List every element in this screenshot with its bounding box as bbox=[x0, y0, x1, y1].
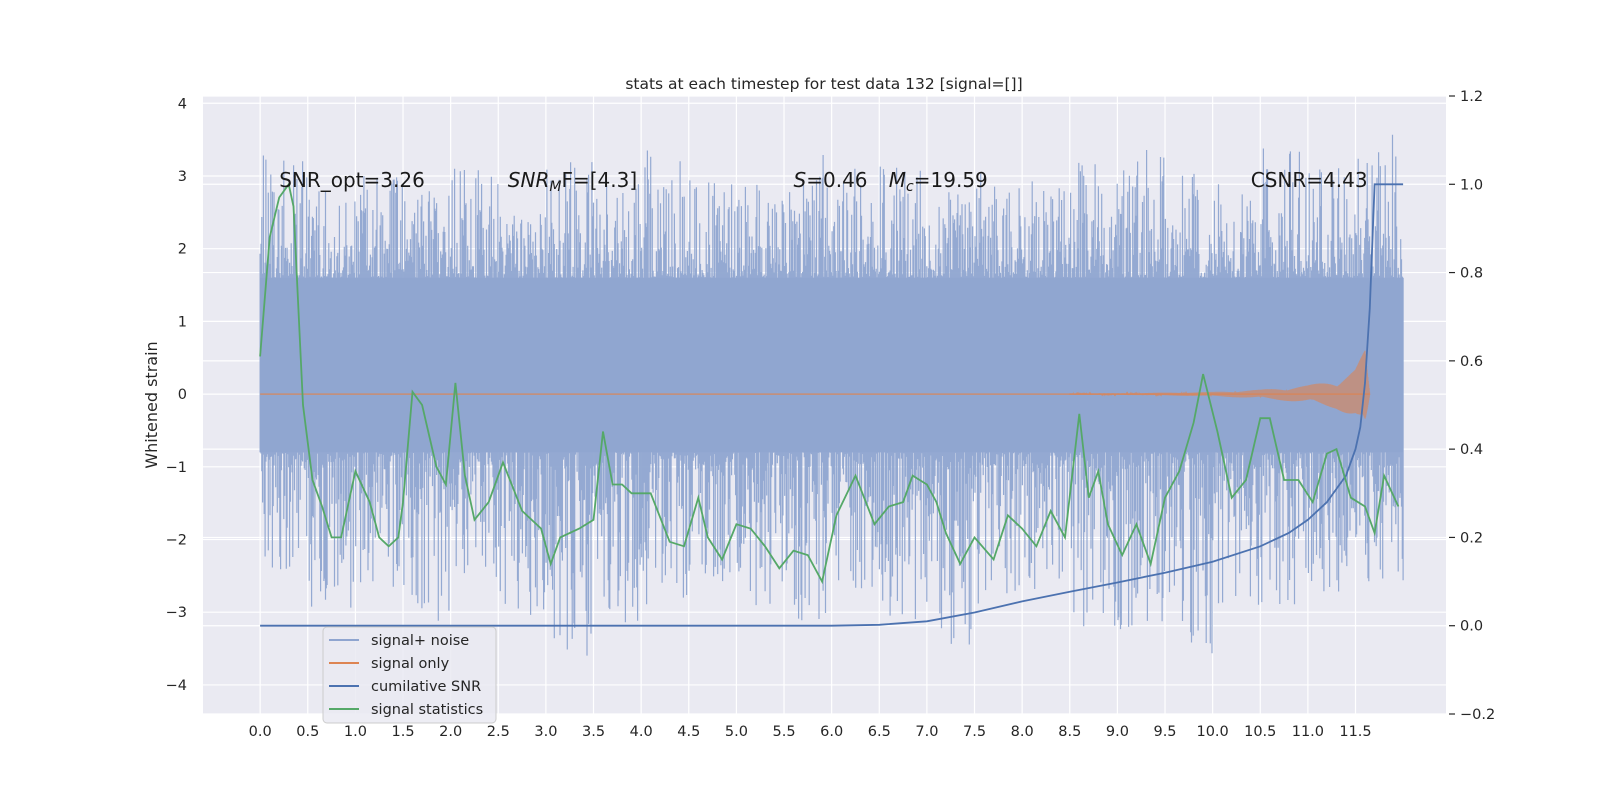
x-tick-label: 9.0 bbox=[1106, 724, 1129, 740]
y2-tick-label: −0.2 bbox=[1460, 707, 1495, 723]
legend-label: cumilative SNR bbox=[371, 679, 481, 695]
signal-statistics-series bbox=[259, 182, 1400, 585]
y2-tick-label: 0.8 bbox=[1460, 266, 1483, 282]
legend-label: signal statistics bbox=[371, 702, 483, 718]
y-tick-label: 4 bbox=[178, 96, 187, 112]
chart-title: stats at each timestep for test data 132… bbox=[625, 75, 1022, 93]
x-tick-label: 11.5 bbox=[1339, 724, 1371, 740]
y-axis-label: Whitened strain bbox=[142, 341, 161, 468]
cumulative-snr-line bbox=[260, 183, 1404, 627]
x-tick-label: 2.0 bbox=[439, 724, 462, 740]
x-tick-label: 3.0 bbox=[534, 724, 557, 740]
x-tick-label: 0.0 bbox=[249, 724, 272, 740]
signal-only-series bbox=[260, 350, 1371, 419]
y-tick-label: 1 bbox=[178, 314, 187, 330]
x-tick-label: 1.0 bbox=[344, 724, 367, 740]
x-tick-label: 7.0 bbox=[915, 724, 938, 740]
x-tick-label: 2.5 bbox=[487, 724, 510, 740]
x-tick-label: 10.5 bbox=[1244, 724, 1276, 740]
y-tick-label: 3 bbox=[178, 169, 187, 185]
legend: signal+ noise signal only cumilative SNR si… bbox=[322, 626, 497, 724]
cumulative-snr-series bbox=[260, 183, 1404, 627]
x-tick-label: 1.5 bbox=[391, 724, 414, 740]
x-tick-label: 8.5 bbox=[1058, 724, 1081, 740]
x-tick-label: 11.0 bbox=[1292, 724, 1324, 740]
x-tick-label: 3.5 bbox=[582, 724, 605, 740]
annotation-text: Mc=19.59 bbox=[889, 168, 988, 195]
x-tick-label: 4.5 bbox=[677, 724, 700, 740]
x-tick-label: 10.0 bbox=[1196, 724, 1228, 740]
y2-tick-label: 0.6 bbox=[1460, 354, 1483, 370]
y-tick-label: −4 bbox=[166, 678, 187, 694]
x-tick-label: 7.5 bbox=[963, 724, 986, 740]
signal-noise-series bbox=[259, 134, 1404, 656]
x-tick-label: 4.0 bbox=[630, 724, 653, 740]
x-tick-label: 5.5 bbox=[772, 724, 795, 740]
y2-tick-label: 0.2 bbox=[1460, 530, 1483, 546]
y-tick-label: 2 bbox=[178, 242, 187, 258]
annotation-text: SNRMF=[4.3] bbox=[508, 168, 637, 195]
signal-statistics-line bbox=[259, 182, 1400, 585]
x-tick-label: 8.0 bbox=[1011, 724, 1034, 740]
x-tick-label: 9.5 bbox=[1153, 724, 1176, 740]
annotation-text: CSNR=4.43 bbox=[1251, 168, 1368, 192]
annotations: SNR_opt=3.26 SNRMF=[4.3] S=0.46 Mc=19.59 CSN… bbox=[279, 168, 1367, 195]
y2-tick-label: 0.4 bbox=[1460, 442, 1483, 458]
y-tick-label: −2 bbox=[166, 533, 187, 549]
y-tick-label: −3 bbox=[166, 605, 187, 621]
y-tick-label: 0 bbox=[178, 387, 187, 403]
y-tick-label: −1 bbox=[166, 460, 187, 476]
x-tick-label: 5.0 bbox=[725, 724, 748, 740]
legend-label: signal only bbox=[371, 656, 450, 672]
y2-tick-label: 0.0 bbox=[1460, 619, 1483, 635]
legend-box bbox=[322, 626, 497, 724]
legend-label: signal+ noise bbox=[371, 633, 469, 649]
signal-only-trace bbox=[1069, 350, 1371, 419]
annotation-text: S=0.46 bbox=[794, 168, 868, 192]
axes: 0.0 0.5 1.0 1.5 2.0 2.5 3.0 3.5 4.0 4.5 5.0 5.5 6.0 6… bbox=[166, 89, 1496, 740]
y2-tick-label: 1.2 bbox=[1460, 89, 1483, 105]
x-tick-label: 6.5 bbox=[868, 724, 891, 740]
x-tick-label: 0.5 bbox=[296, 724, 319, 740]
y2-tick-label: 1.0 bbox=[1460, 177, 1483, 193]
x-tick-label: 6.0 bbox=[820, 724, 843, 740]
annotation-text: SNR_opt=3.26 bbox=[279, 168, 425, 192]
